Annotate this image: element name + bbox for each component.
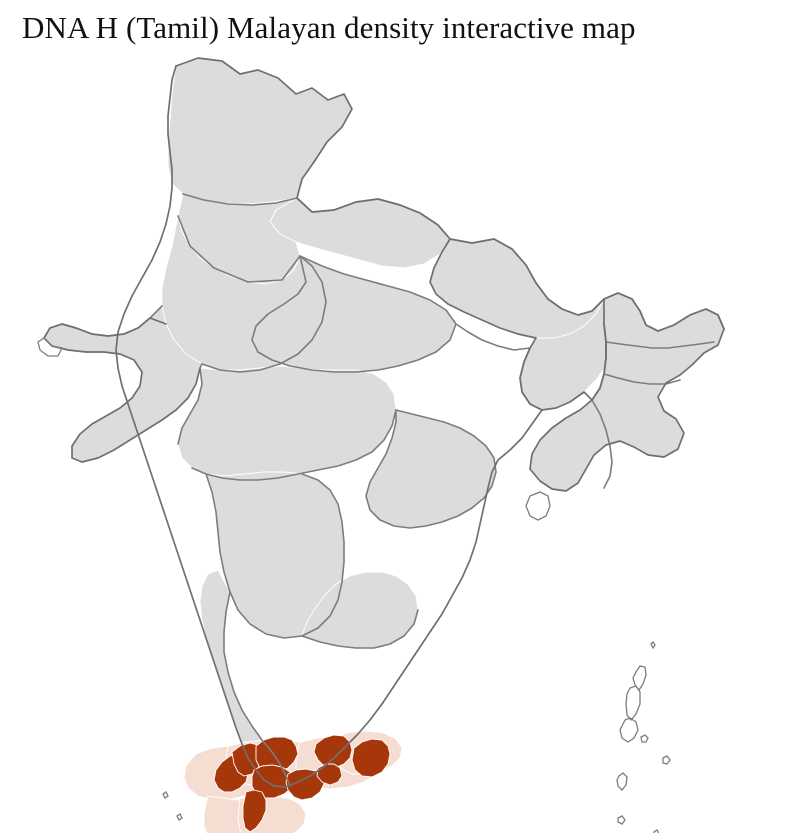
state-boundary — [606, 342, 714, 348]
district-polygon-high[interactable] — [286, 769, 324, 800]
state-boundary — [202, 256, 326, 372]
state-boundary — [192, 410, 396, 480]
island-polygon[interactable] — [650, 640, 656, 650]
state-boundary — [224, 592, 290, 786]
state-boundary — [604, 374, 680, 384]
island-polygon[interactable] — [619, 717, 639, 743]
map-canvas[interactable] — [0, 52, 790, 833]
india-district-map[interactable] — [0, 52, 790, 833]
island-polygon[interactable] — [632, 665, 647, 692]
state-boundary — [366, 410, 496, 528]
state-boundary — [183, 194, 297, 205]
page-title: DNA H (Tamil) Malayan density interactiv… — [22, 10, 636, 45]
lakshadweep-islands[interactable] — [162, 791, 183, 821]
district-polygon-high[interactable] — [352, 739, 390, 777]
kutch-marsh-polygon[interactable] — [37, 337, 63, 357]
andaman-nicobar-islands[interactable] — [616, 640, 671, 833]
island-polygon[interactable] — [640, 734, 649, 743]
island-polygon[interactable] — [616, 772, 628, 791]
country-outline — [176, 58, 724, 491]
district-polygon[interactable] — [178, 366, 396, 480]
state-boundary — [302, 610, 418, 648]
island-polygon[interactable] — [653, 829, 660, 833]
island-polygon[interactable] — [617, 815, 626, 825]
country-outline-peninsula — [430, 239, 606, 410]
island-polygon[interactable] — [662, 755, 671, 765]
district-polygon-high[interactable] — [243, 790, 266, 832]
country-outline-gujarat — [44, 318, 200, 462]
district-polygon-high[interactable] — [317, 764, 342, 785]
state-boundary — [252, 256, 456, 372]
state-boundary — [178, 216, 300, 282]
state-boundary — [592, 400, 612, 488]
island-polygon[interactable] — [625, 685, 641, 722]
district-polygon-high[interactable] — [252, 765, 294, 798]
sundarbans-polygon[interactable] — [525, 491, 551, 521]
district-polygon[interactable] — [168, 58, 352, 204]
island-polygon[interactable] — [162, 791, 169, 799]
country-outline-south — [116, 188, 542, 787]
district-layer-base[interactable] — [44, 58, 724, 788]
island-polygon[interactable] — [176, 813, 183, 821]
district-polygon-high[interactable] — [314, 735, 352, 768]
country-outline-west — [168, 66, 176, 188]
